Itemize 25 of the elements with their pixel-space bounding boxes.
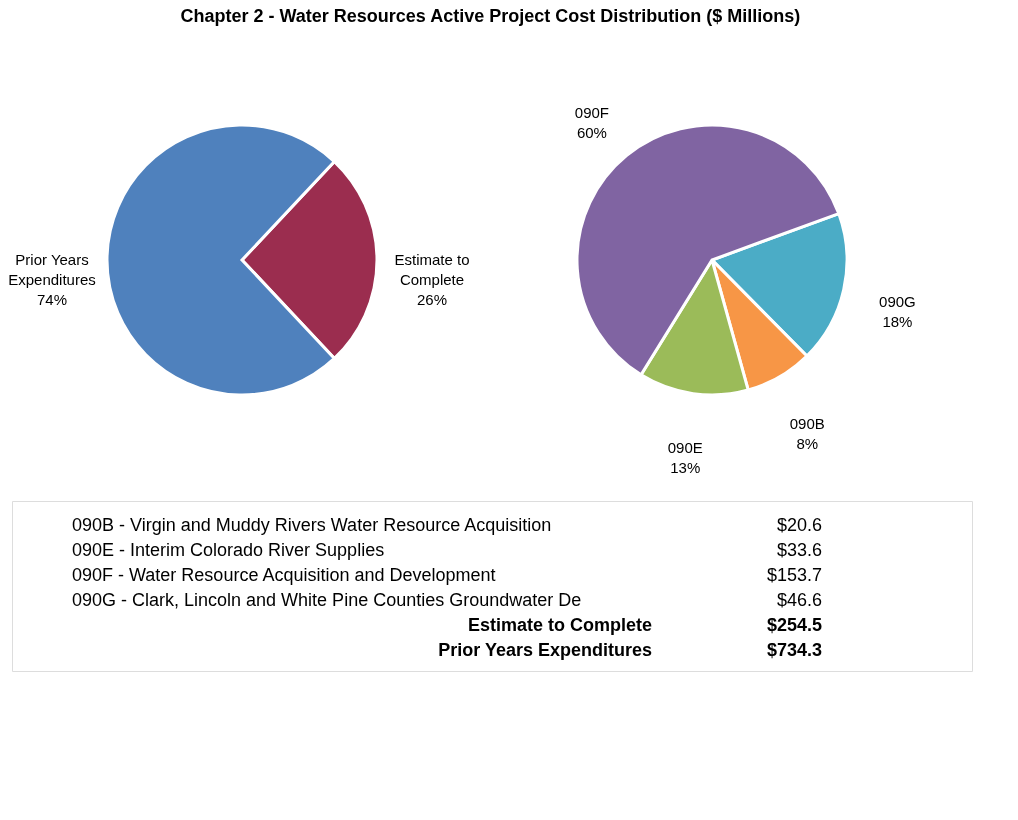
data-label: 74% bbox=[36, 291, 68, 308]
slice-label: Prior Years Expenditures bbox=[8, 251, 96, 288]
text: $153.7 bbox=[766, 565, 822, 585]
text: 090F - Water Resource Acquisition and Development bbox=[72, 565, 496, 585]
text: 090G - Clark, Lincoln and White Pine Counties Groundwater De bbox=[72, 590, 582, 610]
data-label: 18% bbox=[882, 312, 913, 330]
slice-label: 090B bbox=[789, 415, 825, 433]
text: 090E - Interim Colorado River Supplies bbox=[72, 540, 385, 560]
slice-label: Estimate to Complete bbox=[394, 251, 470, 288]
slice-label: 090G bbox=[879, 292, 916, 310]
data-label: 13% bbox=[670, 459, 701, 477]
chart-title: Chapter 2 - Water Resources Active Project Cost Distribution ($ Millions) bbox=[180, 6, 801, 26]
slice-label: 090F bbox=[574, 103, 610, 121]
slice-label: 090E bbox=[667, 439, 703, 457]
text: Estimate to Complete bbox=[467, 615, 652, 635]
data-label: 60% bbox=[576, 123, 607, 141]
data-label: 26% bbox=[416, 291, 448, 308]
text: $20.6 bbox=[776, 515, 822, 535]
data-label: 8% bbox=[796, 435, 819, 453]
text: $46.6 bbox=[776, 590, 822, 610]
text: 090B - Virgin and Muddy Rivers Water Resource Acquisition bbox=[72, 515, 552, 535]
text: $254.5 bbox=[766, 615, 822, 635]
text: Prior Years Expenditures bbox=[438, 640, 652, 660]
text: $33.6 bbox=[776, 540, 822, 560]
text: $734.3 bbox=[766, 640, 822, 660]
